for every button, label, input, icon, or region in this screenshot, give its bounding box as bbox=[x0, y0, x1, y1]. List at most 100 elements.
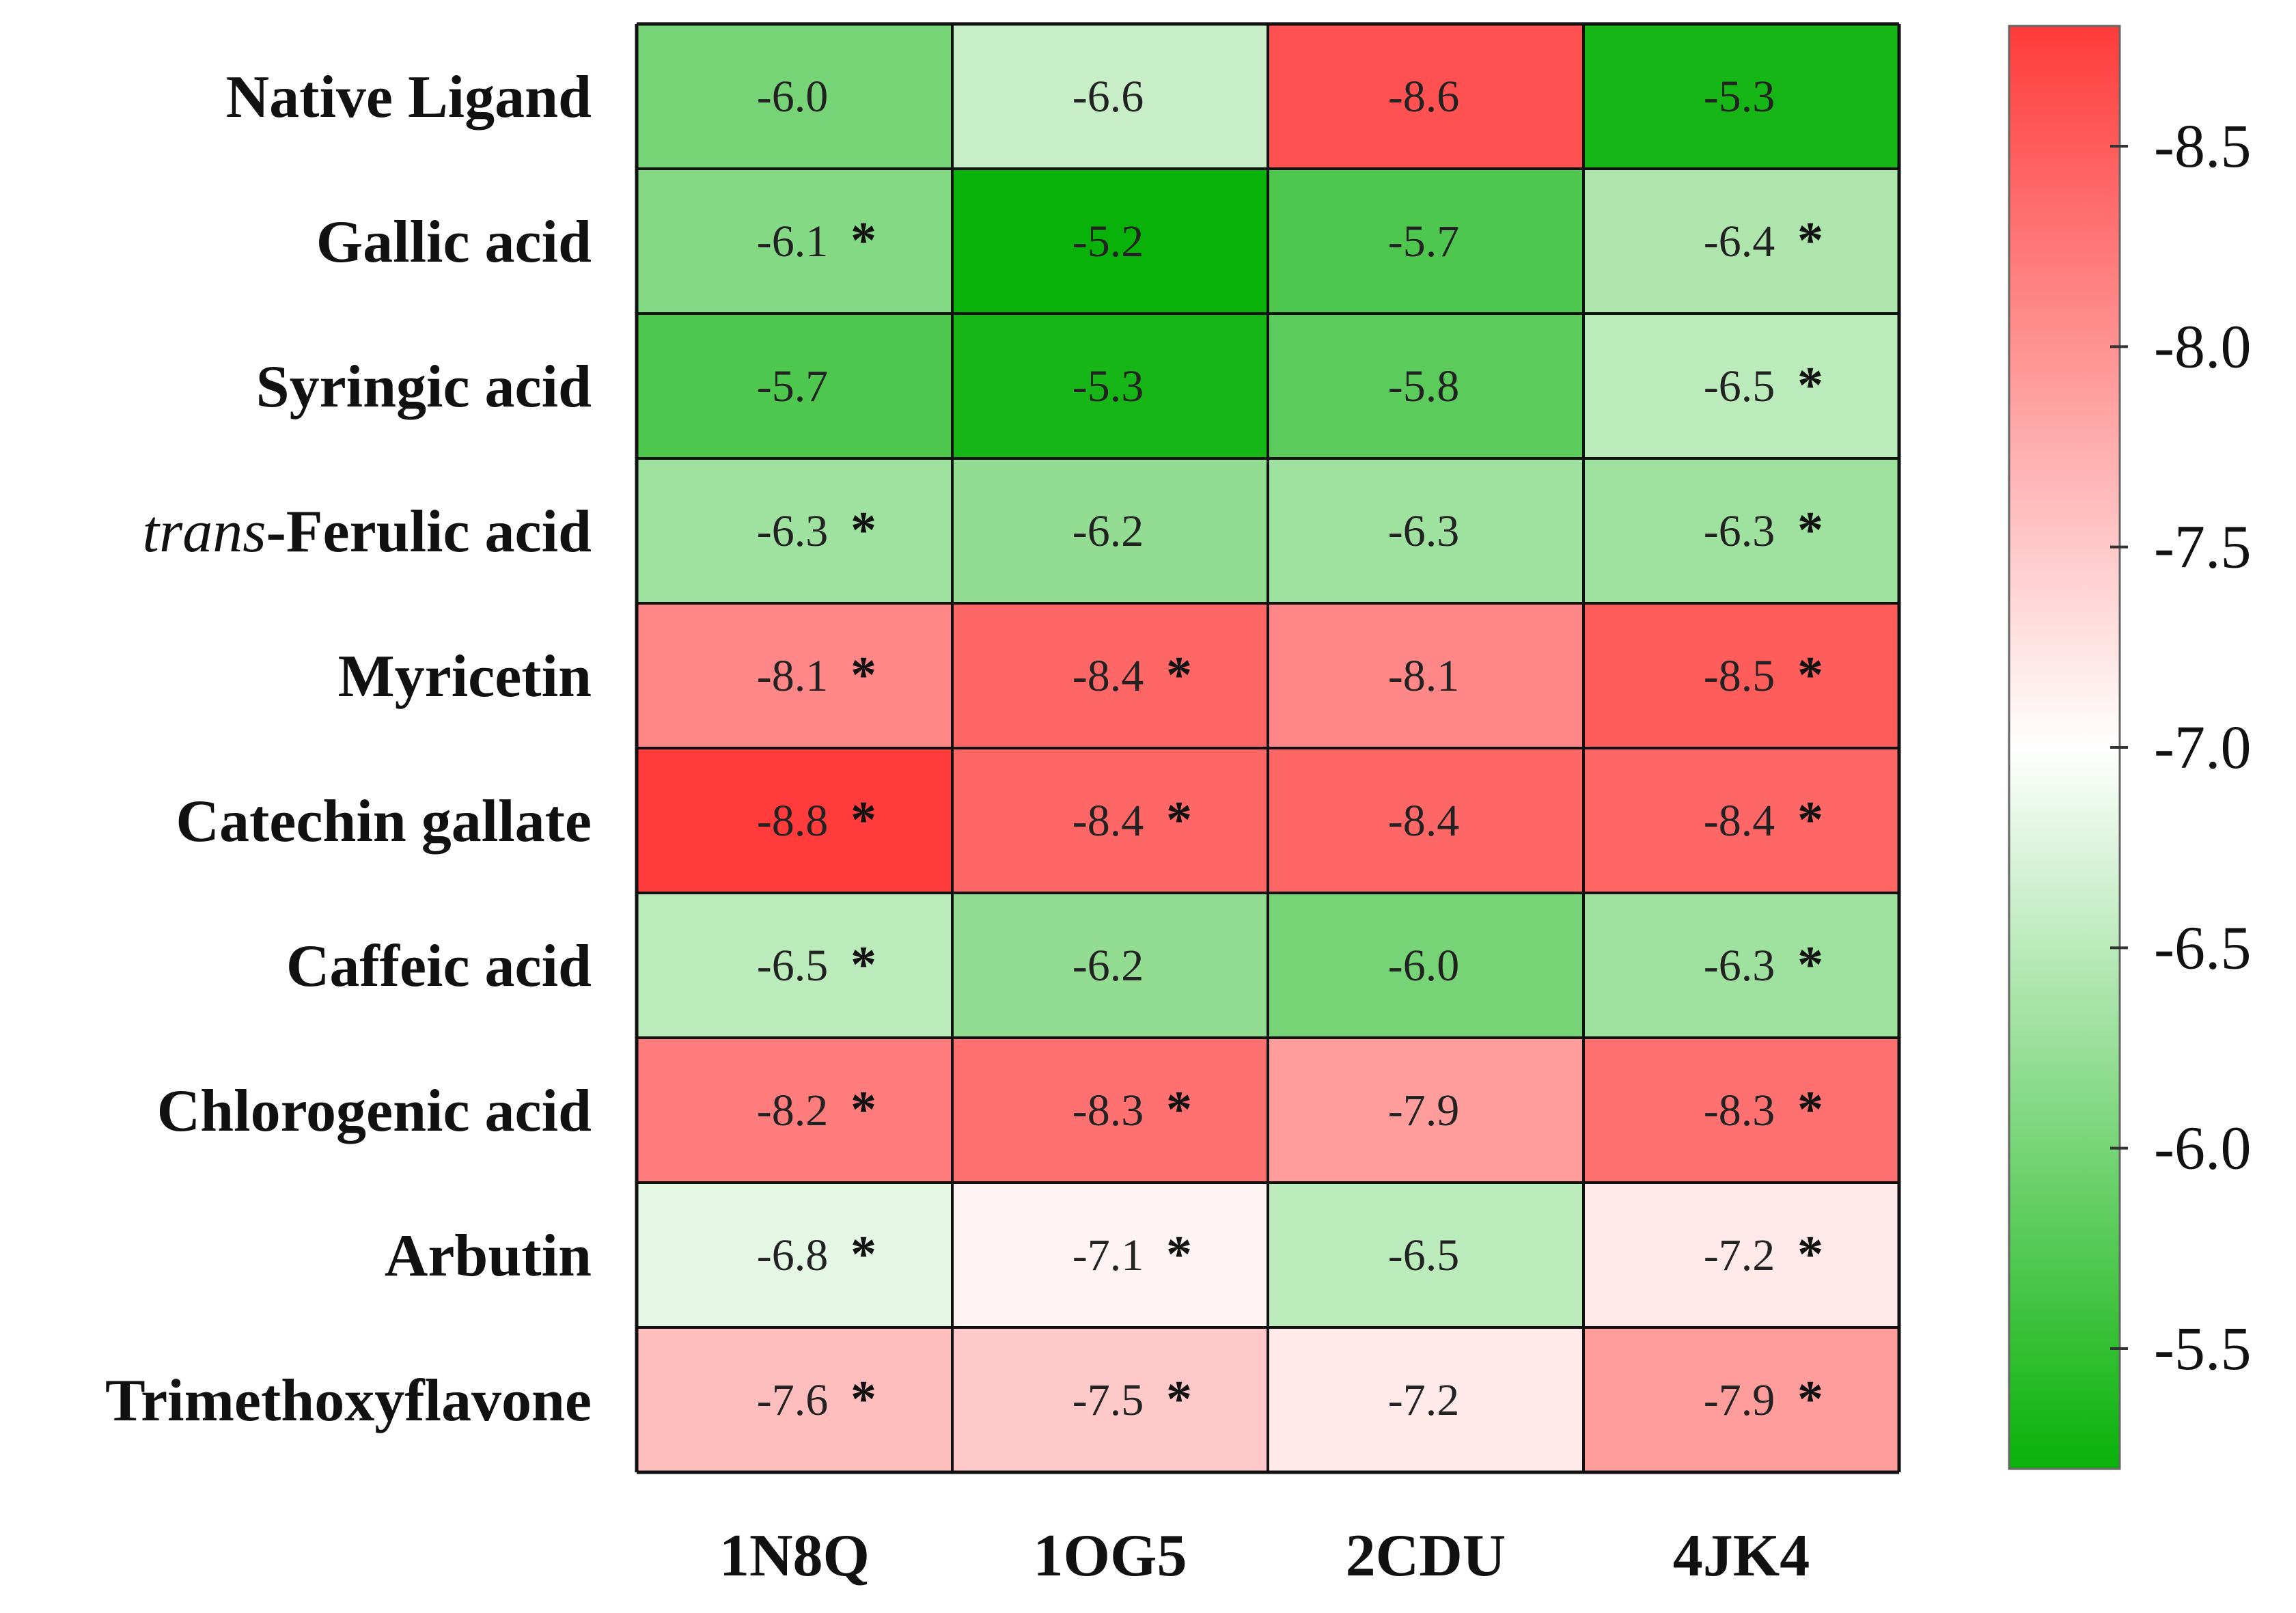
colorbar-tick-label: -8.5 bbox=[2154, 113, 2251, 180]
row-label: Trimethoxyflavone bbox=[105, 1368, 592, 1434]
cell-value: -7.2 bbox=[1388, 1375, 1459, 1425]
heatmap-cell bbox=[1583, 169, 1899, 314]
heatmap-cell bbox=[1583, 458, 1899, 603]
cell-value: -6.5 bbox=[1388, 1230, 1459, 1280]
cell-value: -6.2 bbox=[1073, 506, 1144, 556]
cell-value: -7.6 bbox=[757, 1375, 828, 1425]
cell-value: -8.4 bbox=[1073, 796, 1144, 846]
cell-value: -6.2 bbox=[1073, 941, 1144, 991]
heatmap-cell bbox=[1583, 1038, 1899, 1183]
row-label: Caffeic acid bbox=[286, 933, 592, 999]
significance-marker: * bbox=[1166, 1081, 1192, 1138]
heatmap-cell bbox=[637, 893, 952, 1038]
significance-marker: * bbox=[1797, 1081, 1823, 1138]
heatmap-cells: -6.0 -6.6 -8.6 -5.3 -6.1 * -5.2 -5.7 -6.4 * -5.7 -5… bbox=[637, 24, 1899, 1472]
heatmap-cell bbox=[952, 24, 1268, 169]
cell-value: -6.5 bbox=[1704, 361, 1775, 411]
cell-value: -8.4 bbox=[1388, 796, 1459, 846]
heatmap-cell bbox=[1583, 1327, 1899, 1472]
significance-marker: * bbox=[1166, 646, 1192, 704]
cell-value: -5.8 bbox=[1388, 361, 1459, 411]
cell-value: -8.1 bbox=[757, 651, 828, 701]
row-label-text: -Ferulic acid bbox=[266, 499, 592, 565]
colorbar-tick-label: -6.5 bbox=[2154, 914, 2251, 982]
heatmap-cell bbox=[952, 1038, 1268, 1183]
row-label: trans-Ferulic acid bbox=[143, 499, 592, 565]
colorbar: -8.5 -8.0 -7.5 -7.0 -6.5 -6.0 -5.5 bbox=[2008, 25, 2251, 1470]
significance-marker: * bbox=[850, 1226, 876, 1283]
significance-marker: * bbox=[850, 501, 876, 559]
heatmap-cell bbox=[952, 169, 1268, 314]
heatmap-cell bbox=[637, 24, 952, 169]
colorbar-tick-label: -5.5 bbox=[2154, 1315, 2251, 1383]
heatmap-cell bbox=[1268, 1327, 1583, 1472]
cell-value: -5.2 bbox=[1073, 217, 1144, 266]
heatmap-cell bbox=[1268, 1038, 1583, 1183]
row-label-italic-prefix: trans bbox=[143, 499, 266, 565]
heatmap-cell bbox=[1268, 1183, 1583, 1327]
cell-value: -8.3 bbox=[1704, 1086, 1775, 1135]
heatmap-cell bbox=[637, 748, 952, 893]
colorbar-bar bbox=[2008, 25, 2121, 1470]
cell-value: -8.3 bbox=[1073, 1086, 1144, 1135]
cell-value: -8.4 bbox=[1073, 651, 1144, 701]
row-label: Native Ligand bbox=[226, 64, 592, 130]
column-label: 4JK4 bbox=[1673, 1523, 1810, 1589]
heatmap-cell bbox=[1268, 603, 1583, 748]
significance-marker: * bbox=[1797, 646, 1823, 704]
colorbar-tick-label: -8.0 bbox=[2154, 313, 2251, 381]
cell-value: -6.3 bbox=[757, 506, 828, 556]
cell-value: -8.5 bbox=[1704, 651, 1775, 701]
cell-value: -6.5 bbox=[757, 941, 828, 991]
cell-value: -6.0 bbox=[757, 72, 828, 122]
heatmap-cell bbox=[952, 603, 1268, 748]
significance-marker: * bbox=[1166, 1370, 1192, 1428]
row-label: Myricetin bbox=[338, 644, 592, 710]
significance-marker: * bbox=[1797, 1370, 1823, 1428]
heatmap-cell bbox=[1268, 893, 1583, 1038]
heatmap-grid bbox=[635, 22, 1901, 1474]
heatmap-cell bbox=[1583, 893, 1899, 1038]
heatmap-cell bbox=[637, 169, 952, 314]
heatmap-cell bbox=[952, 458, 1268, 603]
cell-value: -8.4 bbox=[1704, 796, 1775, 846]
colorbar-tick-label: -7.0 bbox=[2154, 714, 2251, 782]
heatmap-cell bbox=[637, 314, 952, 458]
heatmap-cell bbox=[952, 748, 1268, 893]
cell-value: -5.7 bbox=[757, 361, 828, 411]
heatmap-cell bbox=[1268, 169, 1583, 314]
cell-value: -6.4 bbox=[1704, 217, 1775, 266]
cell-value: -6.3 bbox=[1704, 941, 1775, 991]
cell-value: -8.8 bbox=[757, 796, 828, 846]
heatmap-cell bbox=[637, 458, 952, 603]
cell-value: -8.6 bbox=[1388, 72, 1459, 122]
cell-value: -5.3 bbox=[1704, 72, 1775, 122]
row-label: Gallic acid bbox=[316, 209, 592, 275]
cell-value: -8.1 bbox=[1388, 651, 1459, 701]
cell-value: -5.3 bbox=[1073, 361, 1144, 411]
heatmap-cell bbox=[1268, 458, 1583, 603]
row-label: Syringic acid bbox=[256, 354, 592, 420]
significance-marker: * bbox=[1797, 791, 1823, 849]
heatmap-cell bbox=[637, 603, 952, 748]
significance-marker: * bbox=[1166, 791, 1192, 849]
significance-marker: * bbox=[850, 1370, 876, 1428]
row-labels: Native Ligand Gallic acid Syringic acid tra… bbox=[105, 64, 592, 1434]
heatmap-cell bbox=[1268, 314, 1583, 458]
heatmap-cell bbox=[1583, 314, 1899, 458]
significance-marker: * bbox=[1797, 936, 1823, 993]
significance-marker: * bbox=[850, 1081, 876, 1138]
cell-value: -5.7 bbox=[1388, 217, 1459, 266]
column-label: 2CDU bbox=[1346, 1523, 1506, 1589]
significance-marker: * bbox=[850, 936, 876, 993]
cell-value: -6.3 bbox=[1388, 506, 1459, 556]
heatmap-cell bbox=[1268, 24, 1583, 169]
heatmap-cell bbox=[637, 1183, 952, 1327]
heatmap-cell bbox=[1268, 748, 1583, 893]
significance-marker: * bbox=[1797, 501, 1823, 559]
row-label: Chlorogenic acid bbox=[157, 1078, 592, 1144]
heatmap-cell bbox=[952, 1327, 1268, 1472]
column-label: 1N8Q bbox=[719, 1523, 870, 1589]
heatmap-cell bbox=[1583, 1183, 1899, 1327]
